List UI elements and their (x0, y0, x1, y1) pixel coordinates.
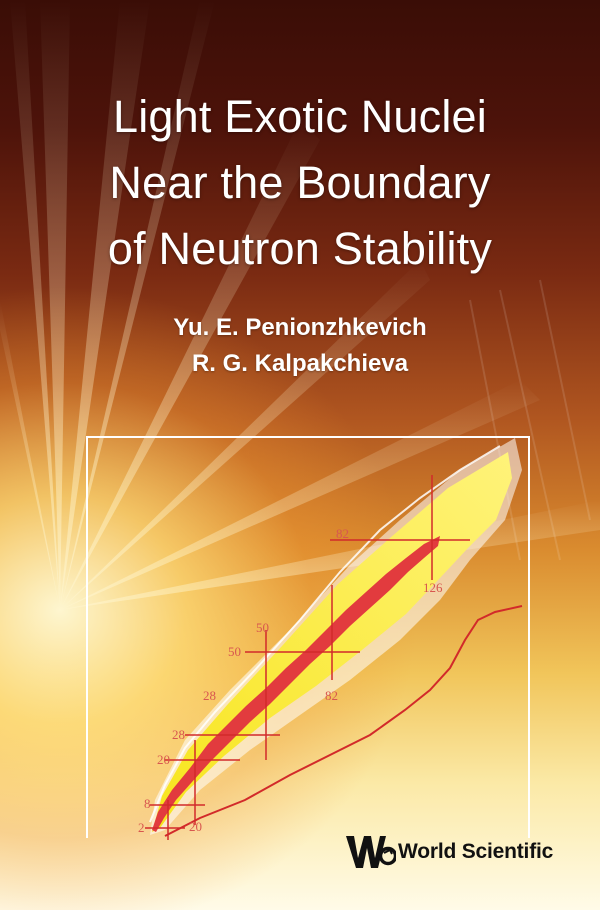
magic-number-lines (145, 475, 470, 840)
chart-frame (86, 436, 530, 838)
title-line-1: Light Exotic Nuclei (113, 91, 487, 142)
label-proton-8: 8 (144, 796, 151, 811)
title-line-3: of Neutron Stability (107, 223, 493, 274)
label-proton-50a: 50 (228, 644, 241, 659)
label-proton-2: 2 (138, 820, 145, 835)
author-2: R. G. Kalpakchieva (191, 350, 409, 377)
label-neutron-20: 20 (189, 819, 202, 834)
publisher-name: World Scientific (398, 840, 554, 863)
neutron-drip-line (164, 605, 523, 837)
label-neutron-82: 82 (325, 688, 338, 703)
label-proton-20: 20 (157, 752, 170, 767)
author-1: Yu. E. Penionzhkevich (173, 314, 427, 341)
publisher-mark: World Scientific (344, 832, 553, 872)
label-proton-28a: 28 (172, 727, 185, 742)
stability-valley (152, 536, 440, 832)
label-neutron-126: 126 (423, 580, 443, 595)
label-proton-28b: 28 (203, 688, 216, 703)
authors: Yu. E. Penionzhkevich R. G. Kalpakchieva (0, 310, 600, 382)
book-title: Light Exotic Nuclei Near the Boundary of… (0, 84, 600, 282)
world-scientific-logo-icon (346, 836, 396, 868)
magic-number-labels: 2 8 20 28 28 50 50 82 20 82 126 (138, 526, 443, 835)
label-proton-82: 82 (336, 526, 349, 541)
label-proton-50b: 50 (256, 620, 269, 635)
title-line-2: Near the Boundary (109, 157, 491, 208)
